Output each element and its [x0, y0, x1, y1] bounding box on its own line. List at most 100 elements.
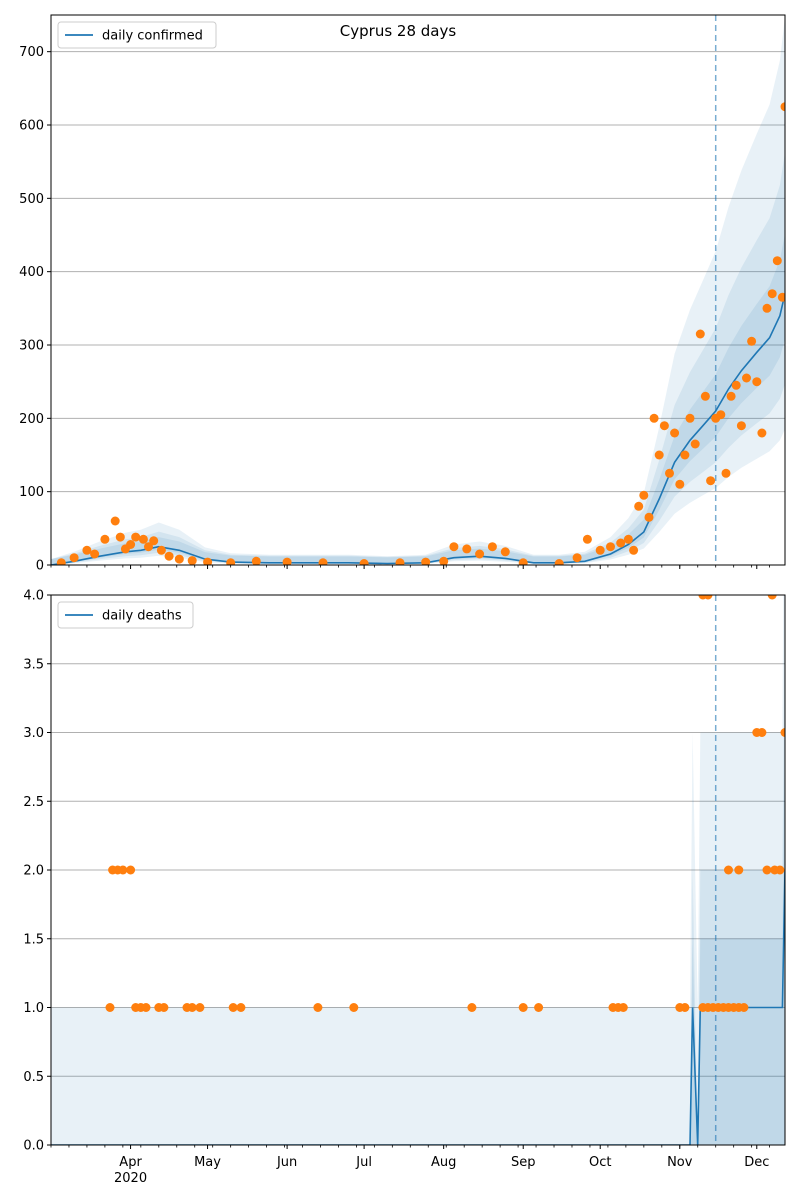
data-point — [757, 728, 767, 737]
data-point — [654, 450, 664, 460]
data-point — [228, 1003, 238, 1012]
data-point — [731, 380, 741, 390]
uncertainty-band — [51, 732, 785, 1145]
data-point — [747, 336, 757, 346]
data-point — [670, 428, 680, 438]
legend: daily deaths — [57, 601, 194, 629]
data-point — [649, 413, 659, 423]
data-point — [706, 476, 716, 486]
data-point — [618, 1003, 628, 1012]
data-point — [439, 556, 449, 565]
data-point — [780, 728, 785, 737]
data-point — [639, 490, 649, 500]
data-point — [721, 468, 731, 478]
data-point — [149, 536, 159, 546]
axes-frame — [50, 594, 786, 1146]
legend-box — [57, 601, 194, 629]
y-tick-label: 400 — [19, 265, 44, 280]
data-point — [775, 865, 785, 875]
y-tick-label: 1.5 — [23, 932, 44, 947]
data-point — [100, 534, 110, 544]
y-tick-label: 3.5 — [23, 657, 44, 672]
data-point — [118, 865, 128, 875]
data-point — [534, 1003, 544, 1012]
plot-area — [51, 15, 785, 565]
data-point — [164, 551, 174, 561]
x-tick-label: Jun — [276, 1155, 297, 1170]
data-point — [582, 534, 592, 544]
data-point — [90, 549, 100, 559]
data-point — [518, 1003, 528, 1012]
plot-area — [51, 595, 785, 1145]
data-point — [762, 303, 772, 313]
data-point — [203, 557, 213, 565]
data-point — [138, 534, 148, 544]
y-tick-label: 500 — [19, 192, 44, 207]
y-tick-label: 0.5 — [23, 1070, 44, 1085]
legend-label: daily deaths — [102, 609, 182, 624]
x-tick-label: Aug — [431, 1155, 456, 1170]
data-point — [777, 292, 785, 302]
x-tick-label: Apr — [119, 1155, 142, 1170]
data-point — [82, 545, 92, 555]
data-point — [174, 554, 184, 564]
x-tick-label: Oct — [589, 1155, 611, 1170]
data-point — [700, 391, 710, 401]
data-point — [659, 421, 669, 431]
data-point — [595, 545, 605, 555]
y-tick-label: 100 — [19, 485, 44, 500]
y-tick-label: 3.0 — [23, 726, 44, 741]
data-point — [606, 542, 615, 552]
y-tick-label: 2.0 — [23, 864, 44, 879]
data-point — [487, 542, 497, 552]
data-point — [313, 1003, 323, 1012]
chart-title: Cyprus 28 days — [340, 22, 457, 40]
data-point — [634, 501, 644, 511]
data-point — [767, 289, 777, 299]
data-point — [282, 557, 292, 565]
x-tick-label: May — [194, 1155, 221, 1170]
data-point — [724, 865, 733, 875]
data-point — [144, 542, 153, 552]
data-point — [675, 479, 685, 489]
uncertainty-band — [51, 595, 785, 1145]
x-tick-label: 2020 — [114, 1171, 147, 1186]
data-point — [554, 559, 564, 565]
data-point — [762, 865, 772, 875]
data-point — [187, 556, 197, 565]
y-tick-label: 600 — [19, 119, 44, 134]
data-point — [56, 558, 66, 565]
data-point — [187, 1003, 197, 1012]
data-point — [500, 547, 510, 557]
data-point — [518, 558, 528, 565]
x-tick-label: Dec — [744, 1155, 769, 1170]
data-point — [110, 516, 120, 526]
data-point — [236, 1003, 246, 1012]
data-point — [159, 1003, 169, 1012]
y-tick-label: 200 — [19, 412, 44, 427]
data-point — [690, 439, 700, 449]
data-point — [226, 558, 236, 565]
data-point — [131, 532, 141, 542]
data-point — [616, 538, 626, 548]
data-point — [126, 540, 136, 549]
axes-frame — [50, 14, 786, 566]
data-point — [318, 558, 328, 565]
x-tick-label: Sep — [511, 1155, 536, 1170]
data-point — [475, 549, 485, 559]
data-point — [115, 532, 125, 542]
data-point — [644, 512, 654, 522]
data-point — [752, 377, 762, 387]
data-point — [467, 1003, 477, 1012]
data-point — [623, 534, 633, 544]
y-tick-label: 700 — [19, 45, 44, 60]
data-point — [126, 865, 136, 875]
data-point — [105, 1003, 115, 1012]
data-point — [739, 1003, 749, 1012]
data-point — [757, 428, 767, 438]
data-point — [156, 545, 166, 555]
y-tick-label: 1.0 — [23, 1001, 44, 1016]
data-point — [349, 1003, 359, 1012]
